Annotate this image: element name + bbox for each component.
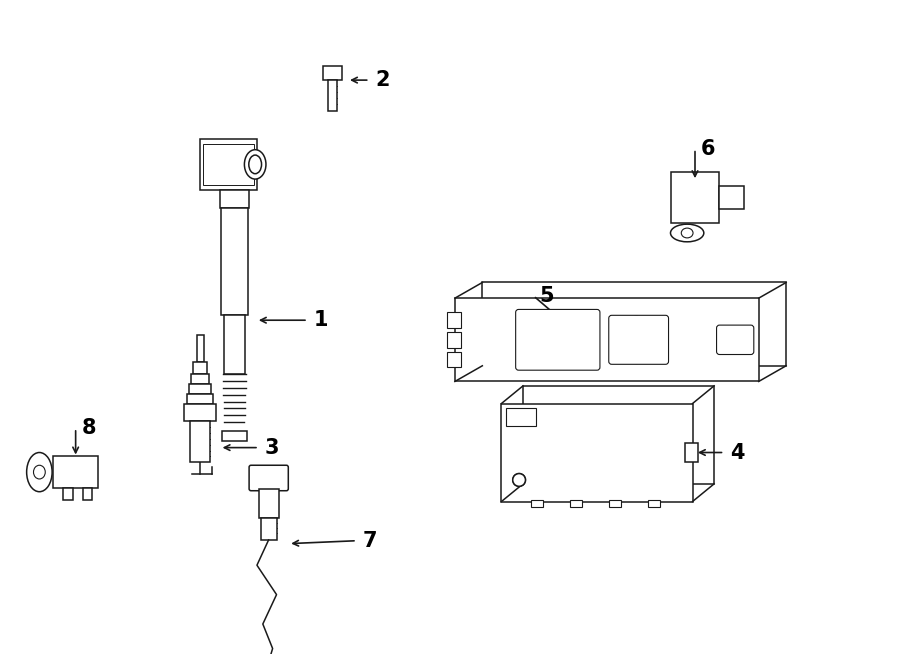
Text: 1: 1 (314, 310, 328, 330)
FancyBboxPatch shape (63, 488, 73, 500)
Ellipse shape (245, 149, 266, 179)
FancyBboxPatch shape (648, 500, 661, 508)
FancyBboxPatch shape (447, 332, 461, 348)
FancyBboxPatch shape (716, 325, 754, 354)
Text: 3: 3 (265, 438, 279, 457)
FancyBboxPatch shape (322, 66, 342, 80)
FancyBboxPatch shape (201, 139, 257, 190)
FancyBboxPatch shape (53, 457, 98, 488)
Text: 5: 5 (539, 286, 554, 305)
FancyBboxPatch shape (570, 500, 581, 508)
FancyBboxPatch shape (609, 500, 621, 508)
FancyBboxPatch shape (507, 408, 536, 426)
FancyBboxPatch shape (190, 421, 210, 462)
Text: 7: 7 (363, 531, 377, 551)
Ellipse shape (681, 228, 693, 238)
Text: 2: 2 (375, 70, 390, 90)
FancyBboxPatch shape (718, 186, 744, 210)
FancyBboxPatch shape (203, 144, 254, 185)
FancyBboxPatch shape (516, 309, 600, 370)
FancyBboxPatch shape (192, 374, 209, 384)
FancyBboxPatch shape (194, 362, 207, 374)
FancyBboxPatch shape (220, 190, 249, 208)
Ellipse shape (630, 317, 642, 328)
FancyBboxPatch shape (187, 394, 212, 403)
FancyBboxPatch shape (221, 431, 248, 441)
FancyBboxPatch shape (184, 403, 216, 421)
FancyBboxPatch shape (259, 488, 278, 518)
FancyBboxPatch shape (83, 488, 93, 500)
Ellipse shape (532, 352, 544, 364)
Text: 8: 8 (82, 418, 96, 438)
Ellipse shape (630, 352, 642, 364)
FancyBboxPatch shape (220, 208, 248, 315)
Ellipse shape (513, 473, 526, 486)
Ellipse shape (670, 224, 704, 242)
Polygon shape (482, 282, 786, 366)
FancyBboxPatch shape (197, 335, 203, 362)
Ellipse shape (513, 473, 526, 486)
Polygon shape (454, 298, 759, 381)
Ellipse shape (532, 317, 544, 328)
FancyBboxPatch shape (328, 80, 337, 112)
FancyBboxPatch shape (223, 315, 245, 374)
FancyBboxPatch shape (531, 500, 543, 508)
FancyBboxPatch shape (249, 465, 288, 490)
FancyBboxPatch shape (608, 315, 669, 364)
FancyBboxPatch shape (671, 173, 718, 223)
Ellipse shape (27, 453, 52, 492)
Text: 4: 4 (730, 442, 745, 463)
Ellipse shape (33, 465, 45, 479)
FancyBboxPatch shape (447, 352, 461, 368)
FancyBboxPatch shape (685, 443, 698, 462)
FancyBboxPatch shape (523, 386, 714, 484)
FancyBboxPatch shape (447, 313, 461, 328)
Text: 6: 6 (701, 139, 716, 159)
FancyBboxPatch shape (261, 518, 276, 540)
Ellipse shape (248, 155, 262, 174)
FancyBboxPatch shape (501, 403, 693, 502)
FancyBboxPatch shape (189, 384, 211, 394)
